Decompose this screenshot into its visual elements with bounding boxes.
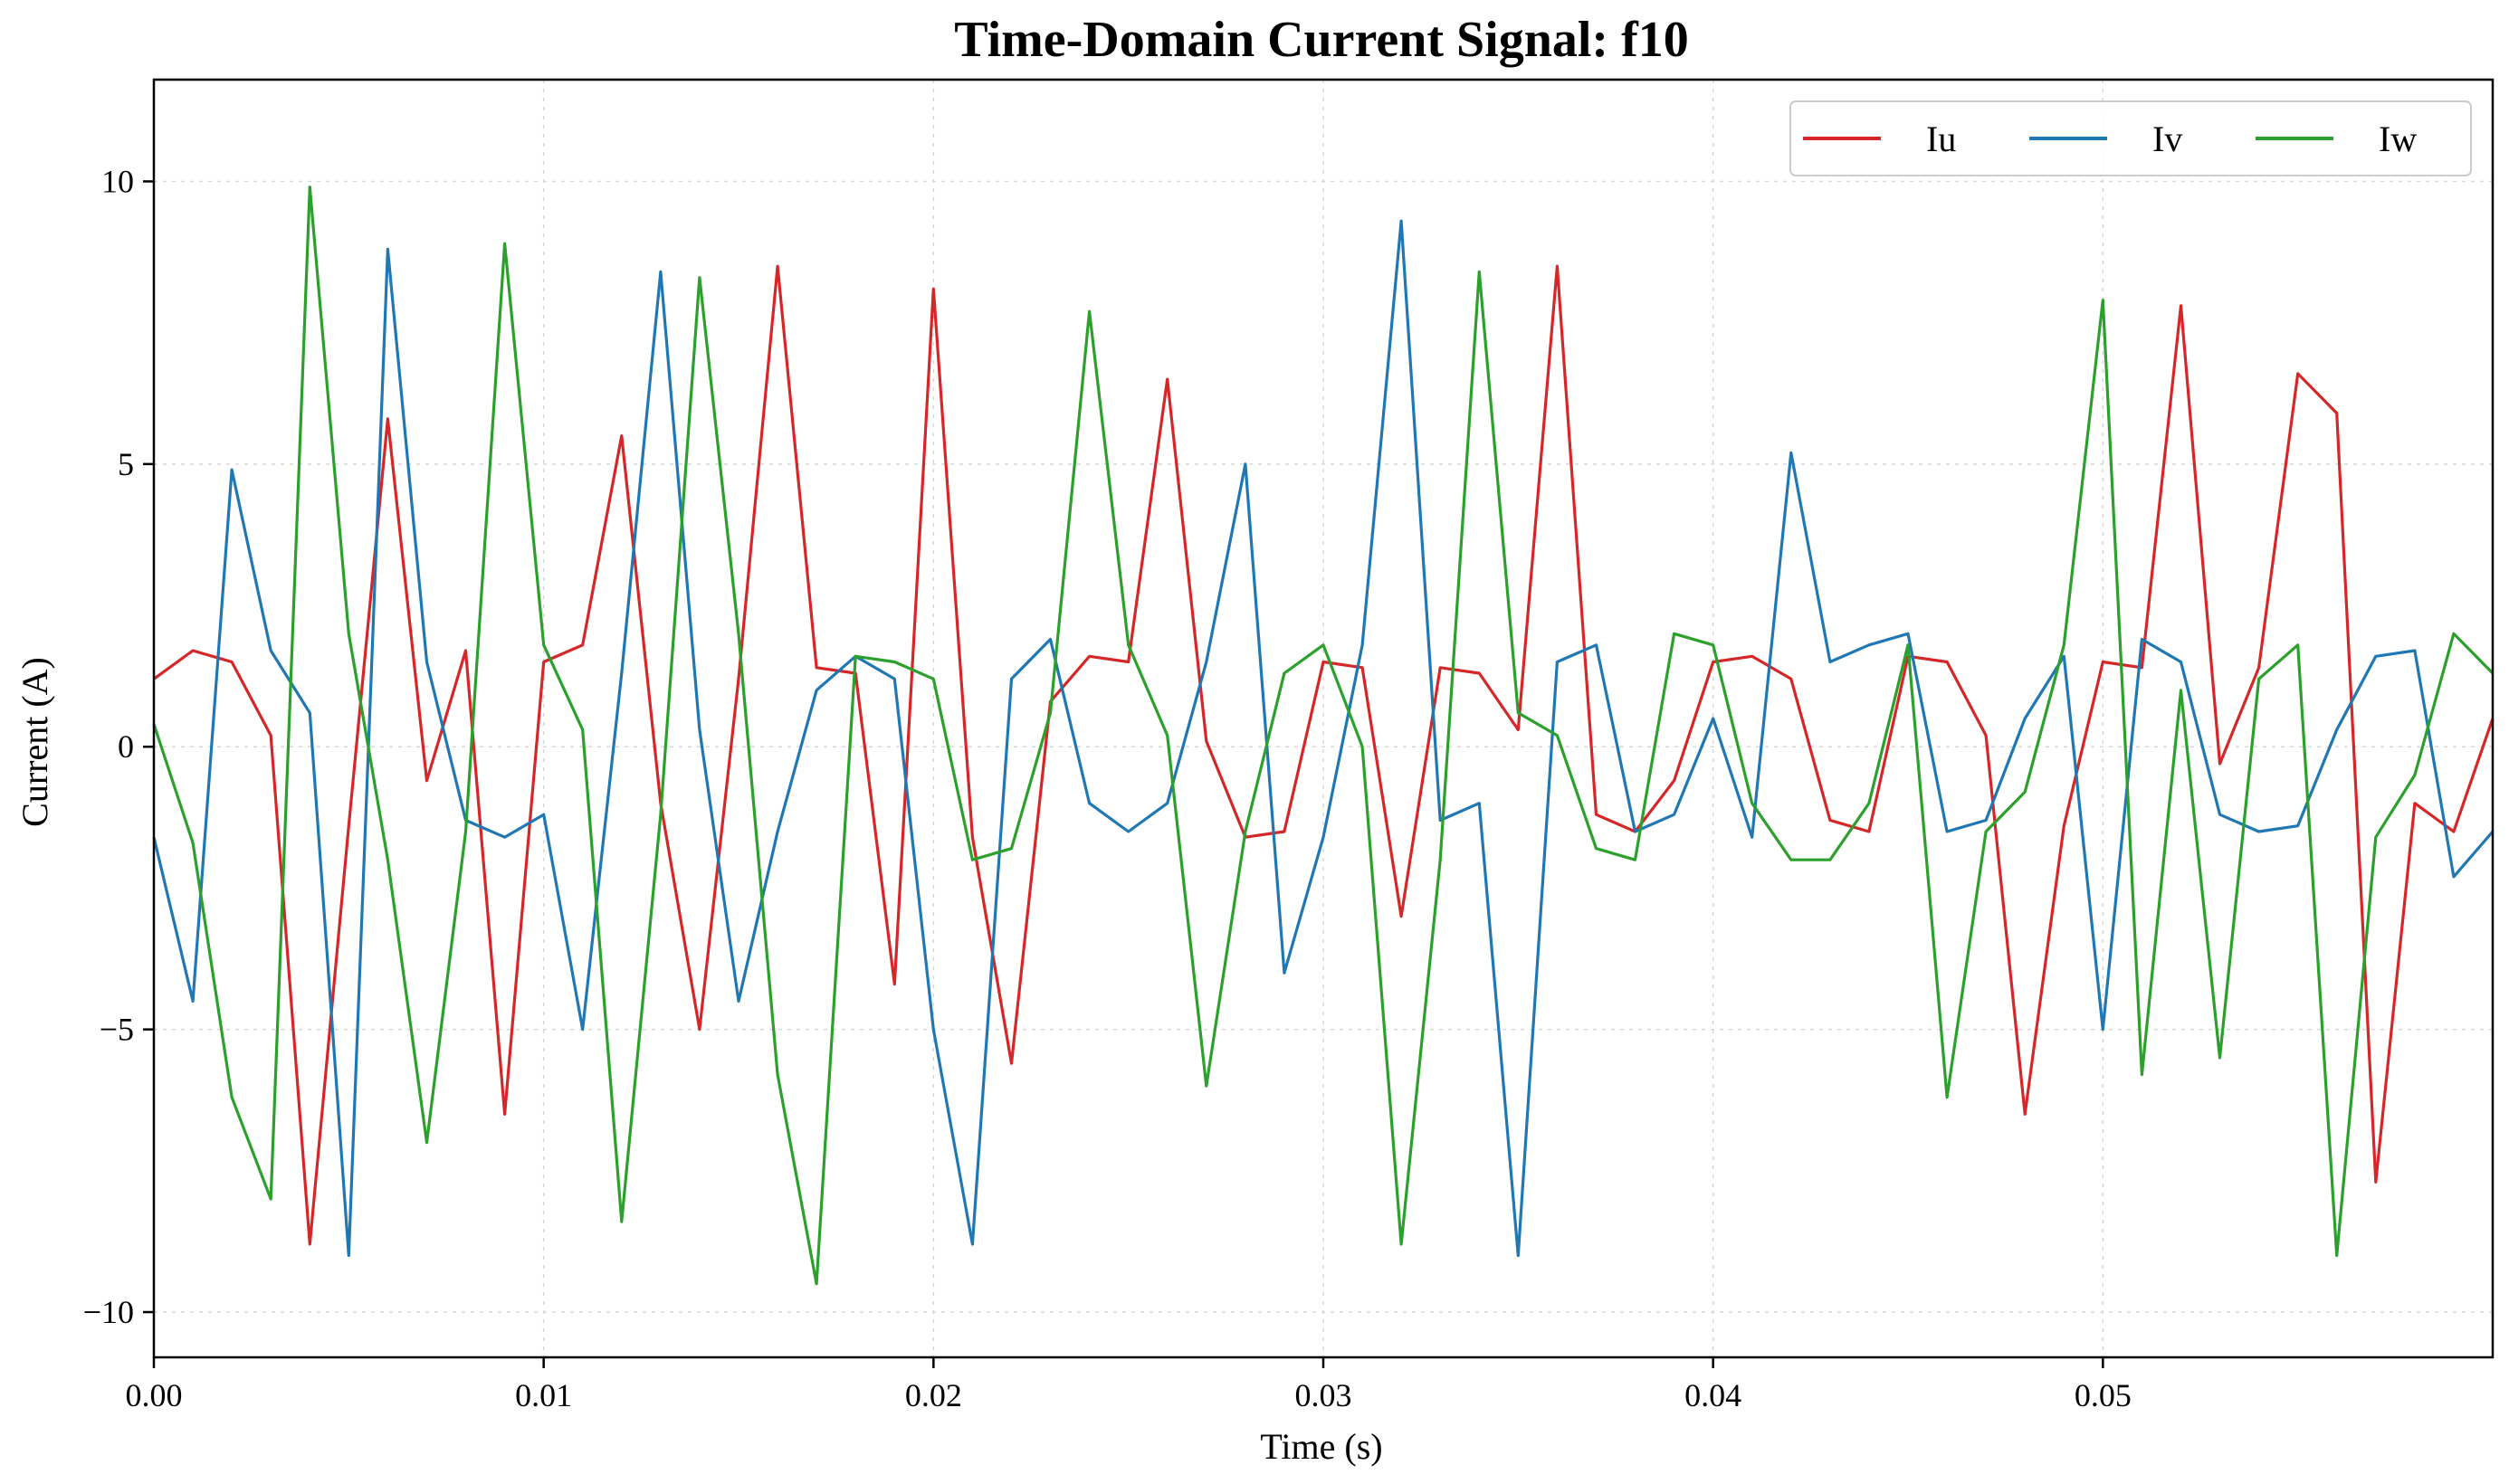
y-tick-label: 0 <box>118 728 134 765</box>
x-axis: 0.00 0.01 0.02 0.03 0.04 0.05 <box>126 1357 2132 1413</box>
series-line-iu <box>153 264 2495 1246</box>
x-tick-label: 0.01 <box>515 1377 572 1413</box>
x-axis-label: Time (s) <box>1260 1426 1382 1467</box>
y-axis-label: Current (A) <box>14 657 55 827</box>
grid <box>153 80 2493 1357</box>
y-tick-label: 10 <box>101 163 134 199</box>
y-tick-label: 5 <box>118 446 134 482</box>
series-line-iv <box>152 219 2495 1258</box>
series-line-iw <box>152 186 2495 1286</box>
legend-box <box>1789 100 2472 176</box>
legend-label-iv: Iv <box>2152 119 2182 159</box>
x-tick-label: 0.03 <box>1295 1377 1352 1413</box>
series-lines <box>152 186 2495 1286</box>
x-tick-label: 0.02 <box>905 1377 962 1413</box>
chart-title: Time-Domain Current Signal: f10 <box>954 12 1688 68</box>
legend-label-iw: Iw <box>2379 119 2417 159</box>
legend-label-iu: Iu <box>1926 119 1956 159</box>
y-tick-label: −5 <box>100 1012 134 1048</box>
x-tick-label: 0.00 <box>126 1377 183 1413</box>
legend: Iu Iv Iw <box>1789 100 2472 176</box>
x-tick-label: 0.05 <box>2075 1377 2132 1413</box>
y-tick-label: −10 <box>83 1294 134 1330</box>
y-axis: −10 −5 0 5 10 <box>83 163 154 1330</box>
x-tick-label: 0.04 <box>1684 1377 1741 1413</box>
